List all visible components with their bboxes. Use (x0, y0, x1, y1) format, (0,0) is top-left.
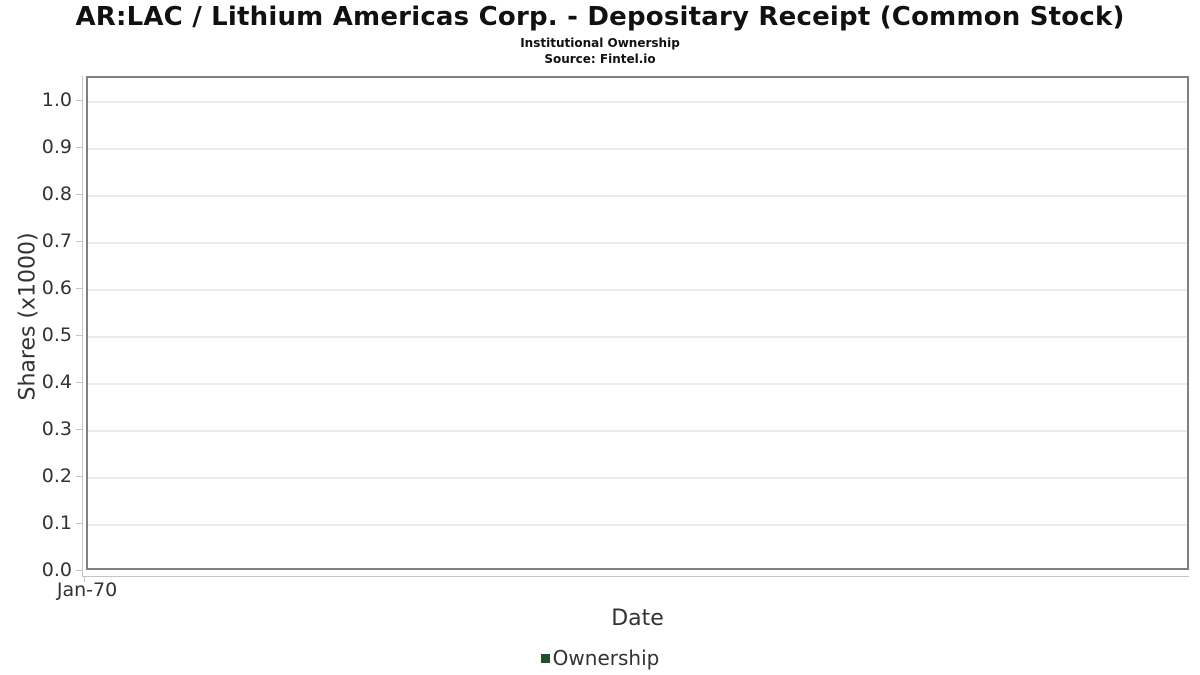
x-tick-label: Jan-70 (56, 579, 118, 601)
gridline (88, 476, 1187, 479)
legend: Ownership (0, 646, 1200, 670)
y-tick-mark (76, 99, 83, 101)
chart-title: AR:LAC / Lithium Americas Corp. - Deposi… (75, 2, 1125, 32)
y-tick-mark (76, 287, 83, 289)
y-tick-mark (76, 334, 83, 336)
gridline (88, 335, 1187, 338)
gridline (88, 429, 1187, 432)
gridline (88, 100, 1187, 103)
y-tick-mark (76, 475, 83, 477)
y-tick-label: 0.5 (41, 323, 72, 346)
gridline (88, 194, 1187, 197)
gridline (88, 147, 1187, 150)
y-tick-mark (76, 193, 83, 195)
y-tick-label: 0.2 (41, 464, 72, 487)
y-tick-mark (76, 381, 83, 383)
y-tick-label: 0.0 (41, 559, 72, 581)
gridline (88, 241, 1187, 244)
y-tick-label: 0.8 (41, 182, 72, 205)
gridline (88, 523, 1187, 526)
y-tick-mark (76, 522, 83, 524)
y-tick-label: 0.6 (41, 276, 72, 299)
y-tick-label: 0.9 (41, 135, 72, 158)
plot-area (86, 76, 1189, 570)
y-tick-label: 0.3 (41, 417, 72, 440)
y-axis-line (82, 76, 83, 577)
y-tick-mark (76, 240, 83, 242)
ownership-legend-swatch-icon (540, 653, 550, 663)
y-tick-mark (76, 570, 83, 571)
gridline (88, 382, 1187, 385)
x-axis-line (82, 576, 1189, 577)
ownership-legend-label: Ownership (552, 646, 660, 670)
chart-subtitle: Institutional Ownership (520, 36, 680, 50)
y-tick-label: 1.0 (41, 88, 72, 111)
gridline (88, 288, 1187, 291)
x-tick-mark (84, 576, 85, 582)
x-axis-label: Date (611, 606, 664, 631)
y-tick-mark (76, 428, 83, 430)
y-axis-label: Shares (x1000) (15, 232, 41, 401)
y-tick-mark (76, 146, 83, 148)
y-tick-label: 0.4 (41, 370, 72, 393)
y-tick-label: 0.1 (41, 511, 72, 534)
chart-source: Source: Fintel.io (544, 52, 656, 66)
y-tick-label: 0.7 (41, 229, 72, 252)
